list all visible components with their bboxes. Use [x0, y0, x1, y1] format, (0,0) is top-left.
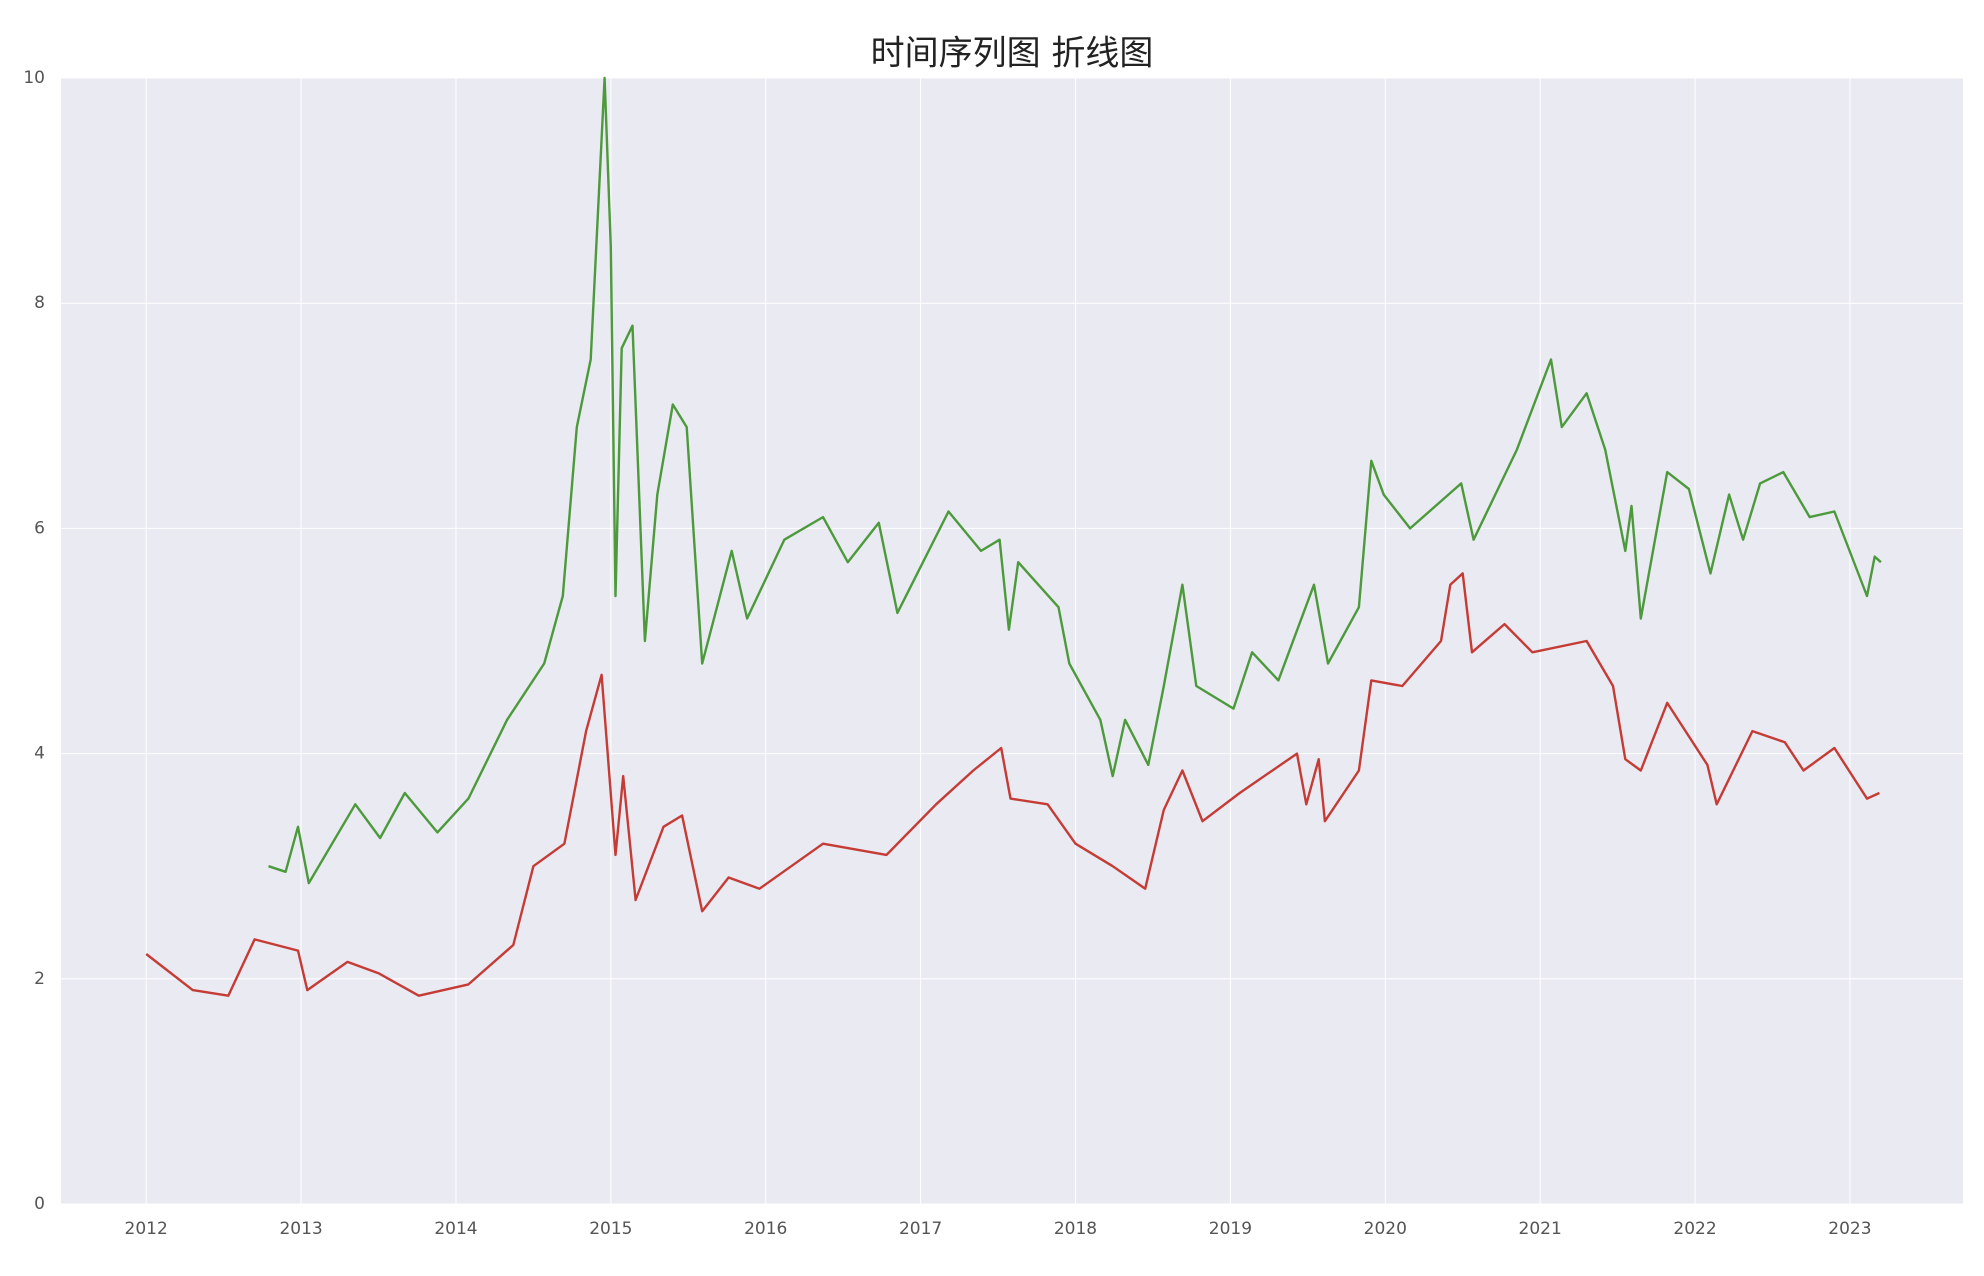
y-tick-label: 8 — [34, 293, 45, 313]
chart-title: 时间序列图 折线图 — [871, 34, 1154, 74]
x-tick-label: 2021 — [1519, 1219, 1562, 1239]
x-tick-label: 2014 — [434, 1219, 477, 1239]
x-tick-label: 2015 — [589, 1219, 632, 1239]
x-tick-label: 2020 — [1364, 1219, 1407, 1239]
x-tick-label: 2013 — [279, 1219, 322, 1239]
y-tick-label: 2 — [34, 969, 45, 989]
line-series — [145, 572, 1880, 997]
y-tick-label: 0 — [34, 1194, 45, 1214]
x-tick-label: 2017 — [899, 1219, 942, 1239]
y-tick-label: 10 — [23, 68, 45, 88]
x-tick-label: 2022 — [1673, 1219, 1716, 1239]
x-tick-label: 2018 — [1054, 1219, 1097, 1239]
y-tick-label: 4 — [34, 744, 45, 764]
x-tick-label: 2016 — [744, 1219, 787, 1239]
x-tick-label: 2019 — [1209, 1219, 1252, 1239]
x-tick-label: 2012 — [125, 1219, 168, 1239]
line-series — [268, 76, 1882, 885]
x-tick-label: 2023 — [1828, 1219, 1871, 1239]
y-tick-label: 6 — [34, 518, 45, 538]
plot-background — [61, 78, 1963, 1204]
